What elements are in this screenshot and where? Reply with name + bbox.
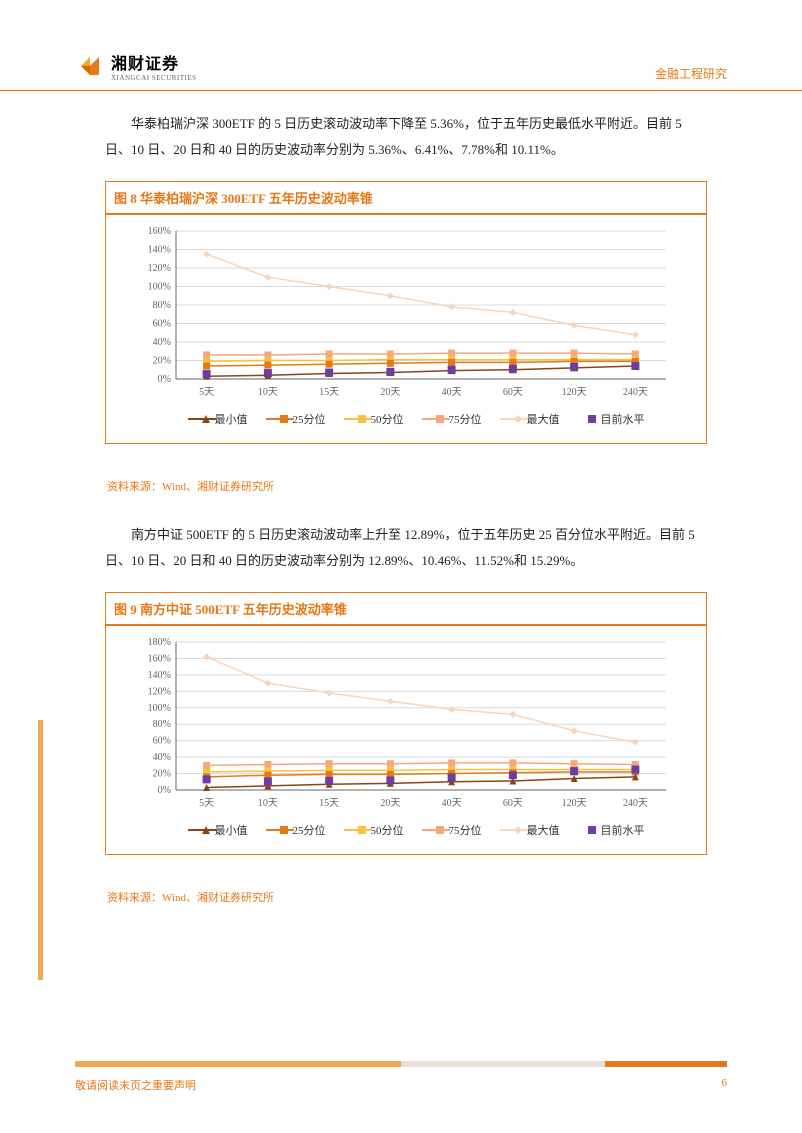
chart-1-title: 图 8 华泰柏瑞沪深 300ETF 五年历史波动率锥 — [114, 188, 373, 207]
page-footer: 敬请阅读末页之重要声明 6 — [75, 1061, 727, 1093]
legend-item: 目前水平 — [578, 411, 645, 427]
paragraph-2: 南方中证 500ETF 的 5 日历史滚动波动率上升至 12.89%，位于五年历… — [105, 522, 707, 574]
logo-text-en: XIANGCAI SECURITIES — [111, 74, 197, 82]
chart-2-title: 图 9 南方中证 500ETF 五年历史波动率锥 — [114, 599, 347, 618]
svg-text:0%: 0% — [158, 374, 171, 385]
legend-item: 75分位 — [422, 822, 482, 838]
svg-text:10天: 10天 — [258, 798, 278, 809]
logo-text-cn: 湘财证券 — [111, 50, 197, 74]
header-divider — [0, 90, 802, 91]
chart-2-legend: 最小值 25分位 50分位 75分位 最大值 目前水平 — [124, 818, 688, 848]
svg-text:40%: 40% — [153, 337, 171, 348]
svg-text:5天: 5天 — [199, 387, 214, 398]
svg-text:60天: 60天 — [503, 798, 523, 809]
svg-text:40%: 40% — [153, 752, 171, 763]
svg-text:10天: 10天 — [258, 387, 278, 398]
legend-item: 50分位 — [344, 411, 404, 427]
svg-text:240天: 240天 — [623, 387, 648, 398]
paragraph-1: 华泰柏瑞沪深 300ETF 的 5 日历史滚动波动率下降至 5.36%，位于五年… — [105, 111, 707, 163]
svg-text:15天: 15天 — [319, 387, 339, 398]
svg-text:80%: 80% — [153, 300, 171, 311]
side-accent — [38, 720, 43, 980]
legend-item: 75分位 — [422, 411, 482, 427]
page-number: 6 — [722, 1077, 728, 1093]
legend-item: 最小值 — [188, 822, 248, 838]
chart-1-legend: 最小值 25分位 50分位 75分位 最大值 目前水平 — [124, 407, 688, 437]
chart-2-source: 资料来源：Wind、湘财证券研究所 — [75, 885, 727, 905]
svg-text:20%: 20% — [153, 769, 171, 780]
svg-text:120%: 120% — [148, 686, 171, 697]
legend-item: 最小值 — [188, 411, 248, 427]
svg-text:20天: 20天 — [380, 798, 400, 809]
svg-text:120天: 120天 — [562, 387, 587, 398]
page-header: 湘财证券 XIANGCAI SECURITIES 金融工程研究 — [75, 50, 727, 82]
logo: 湘财证券 XIANGCAI SECURITIES — [75, 50, 197, 82]
svg-text:0%: 0% — [158, 785, 171, 796]
svg-text:160%: 160% — [148, 653, 171, 664]
logo-icon — [75, 51, 105, 81]
svg-text:5天: 5天 — [199, 798, 214, 809]
legend-item: 最大值 — [500, 411, 560, 427]
svg-text:40天: 40天 — [442, 798, 462, 809]
svg-text:160%: 160% — [148, 226, 171, 237]
footer-disclaimer: 敬请阅读末页之重要声明 — [75, 1077, 196, 1093]
legend-item: 最大值 — [500, 822, 560, 838]
svg-text:60%: 60% — [153, 736, 171, 747]
svg-text:60天: 60天 — [503, 387, 523, 398]
svg-text:120%: 120% — [148, 263, 171, 274]
legend-item: 25分位 — [266, 822, 326, 838]
chart-2-container: 图 9 南方中证 500ETF 五年历史波动率锥 0% 20% 40% 60% 80% 1… — [105, 592, 707, 855]
svg-text:15天: 15天 — [319, 798, 339, 809]
svg-text:120天: 120天 — [562, 798, 587, 809]
svg-text:140%: 140% — [148, 670, 171, 681]
svg-text:60%: 60% — [153, 319, 171, 330]
legend-item: 25分位 — [266, 411, 326, 427]
chart-1-source: 资料来源：Wind、湘财证券研究所 — [75, 474, 727, 494]
svg-text:20天: 20天 — [380, 387, 400, 398]
legend-item: 目前水平 — [578, 822, 645, 838]
header-category: 金融工程研究 — [655, 65, 727, 82]
chart-1-container: 图 8 华泰柏瑞沪深 300ETF 五年历史波动率锥 0% 20% 40% 60% 80… — [105, 181, 707, 444]
svg-text:40天: 40天 — [442, 387, 462, 398]
svg-text:20%: 20% — [153, 356, 171, 367]
svg-text:180%: 180% — [148, 637, 171, 648]
svg-text:80%: 80% — [153, 719, 171, 730]
svg-text:140%: 140% — [148, 245, 171, 256]
svg-text:100%: 100% — [148, 282, 171, 293]
chart-2: 0% 20% 40% 60% 80% 100% 120% 140% 160% 180% 5天 10天 1… — [124, 634, 688, 814]
svg-text:100%: 100% — [148, 703, 171, 714]
svg-text:240天: 240天 — [623, 798, 648, 809]
legend-item: 50分位 — [344, 822, 404, 838]
chart-1: 0% 20% 40% 60% 80% 100% 120% 140% 160% 5天 10天 15天 20… — [124, 223, 688, 403]
footer-accent-bar — [75, 1061, 727, 1067]
